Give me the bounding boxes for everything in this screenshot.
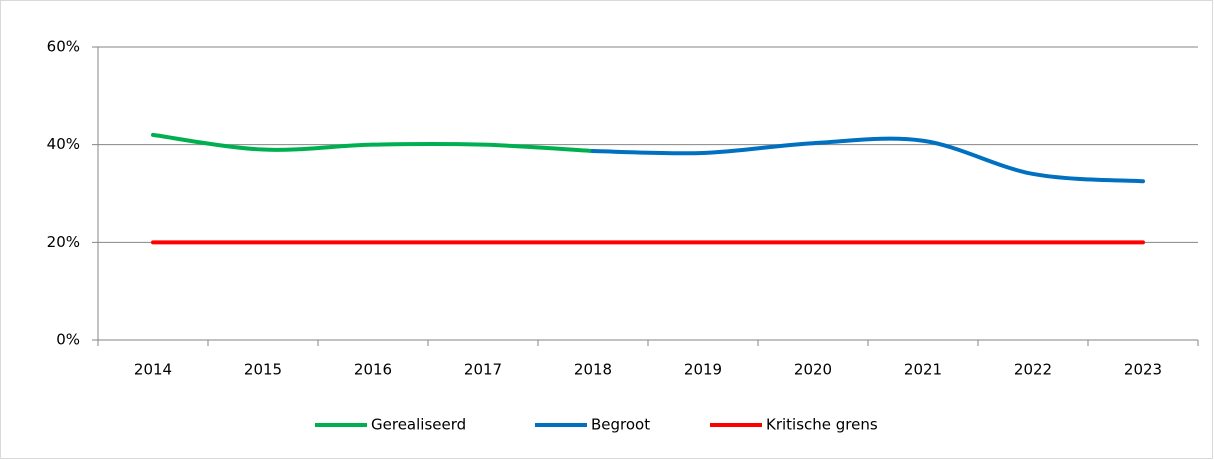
x-tick-label: 2014: [134, 361, 172, 379]
y-tick-label: 40%: [47, 135, 80, 153]
legend-label: Kritische grens: [766, 416, 878, 434]
y-tick-label: 60%: [47, 38, 80, 56]
y-tick-label: 0%: [56, 331, 80, 349]
legend-label: Gerealiseerd: [371, 416, 466, 434]
y-tick-label: 20%: [47, 233, 80, 251]
x-tick-label: 2016: [354, 361, 392, 379]
x-tick-label: 2020: [794, 361, 832, 379]
x-tick-label: 2021: [904, 361, 942, 379]
series-line: [591, 136, 1145, 184]
x-tick-label: 2018: [574, 361, 612, 379]
legend-label: Begroot: [591, 416, 650, 434]
x-tick-label: 2022: [1014, 361, 1052, 379]
x-tick-label: 2019: [684, 361, 722, 379]
x-tick-label: 2017: [464, 361, 502, 379]
x-tick-label: 2023: [1124, 361, 1162, 379]
x-tick-label: 2015: [244, 361, 282, 379]
series-line: [151, 132, 595, 154]
